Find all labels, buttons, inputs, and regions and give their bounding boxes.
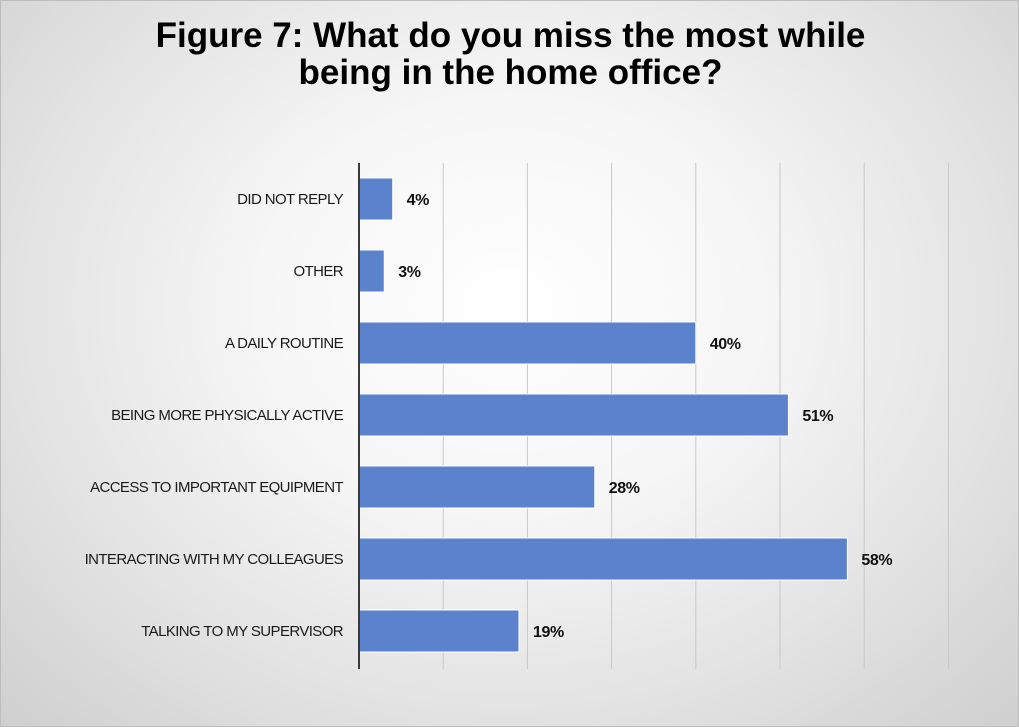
value-label-2: 40% [710,336,741,353]
bar-6 [358,609,520,653]
category-labels: DID NOT REPLY OTHER A DAILY ROUTINE BEING M… [85,191,345,640]
bar-4 [358,465,596,509]
bar-3 [358,393,789,437]
category-label-5: INTERACTING WITH MY COLLEAGUES [85,551,344,568]
chart-title-line-2: being in the home office? [298,53,723,92]
category-label-1: OTHER [293,263,343,280]
value-label-0: 4% [407,192,429,209]
category-label-0: DID NOT REPLY [237,191,343,208]
bar-0 [358,177,394,221]
bar-5 [358,537,848,581]
category-label-2: A DAILY ROUTINE [225,335,344,352]
value-labels: 4% 3% 40% 51% 28% 58% 19% [398,192,892,641]
value-label-5: 58% [861,552,892,569]
category-label-3: BEING MORE PHYSICALLY ACTIVE [111,407,343,424]
value-label-6: 19% [533,624,564,641]
bars [358,177,848,653]
value-label-1: 3% [398,264,420,281]
value-label-4: 28% [609,480,640,497]
bar-1 [358,249,385,293]
chart-title-line-1: Figure 7: What do you miss the most whil… [155,16,866,55]
bar-2 [358,321,697,365]
category-label-6: TALKING TO MY SUPERVISOR [141,623,344,640]
chart-title: Figure 7: What do you miss the most whil… [1,16,1018,92]
value-label-3: 51% [802,408,833,425]
category-label-4: ACCESS TO IMPORTANT EQUIPMENT [90,479,343,496]
